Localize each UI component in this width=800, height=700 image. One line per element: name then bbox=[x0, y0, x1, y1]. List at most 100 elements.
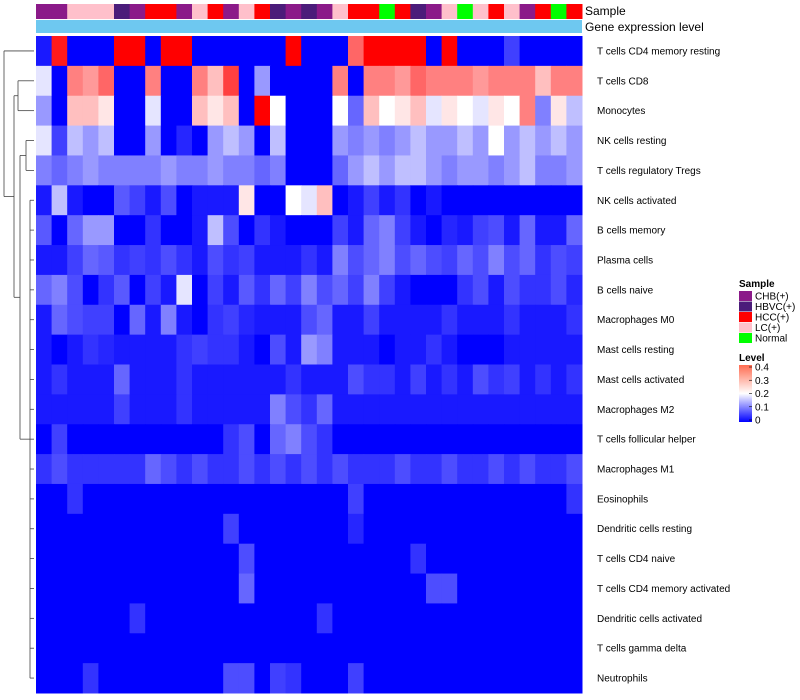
heatmap-cell bbox=[441, 364, 458, 395]
heatmap-cell bbox=[254, 483, 271, 515]
heatmap-cell bbox=[51, 215, 68, 246]
sample-annotation-cell bbox=[504, 4, 521, 19]
heatmap-cell bbox=[410, 274, 427, 306]
heatmap-cell bbox=[223, 394, 240, 425]
heatmap-cell bbox=[114, 483, 131, 515]
heatmap-cell bbox=[160, 334, 177, 365]
heatmap-cell bbox=[410, 155, 427, 186]
heatmap-cell bbox=[410, 454, 427, 485]
heatmap-cell bbox=[394, 304, 411, 336]
heatmap-cell bbox=[457, 245, 474, 276]
heatmap-cell bbox=[441, 394, 458, 425]
heatmap-cell bbox=[488, 125, 505, 156]
heatmap-cell bbox=[504, 65, 521, 97]
heatmap-cell bbox=[550, 424, 567, 455]
heatmap-cell bbox=[98, 603, 115, 634]
heatmap-cell bbox=[441, 274, 458, 306]
heatmap-cell bbox=[82, 513, 99, 545]
heatmap-cell bbox=[457, 513, 474, 545]
heatmap-cell bbox=[472, 663, 489, 694]
heatmap-cell bbox=[254, 543, 271, 575]
heatmap-cell bbox=[207, 394, 224, 425]
heatmap-cell bbox=[504, 483, 521, 515]
heatmap-cell bbox=[394, 245, 411, 276]
row-label: Mast cells resting bbox=[597, 345, 674, 356]
heatmap-cell bbox=[36, 663, 53, 694]
heatmap-cell bbox=[98, 454, 115, 485]
heatmap-cell bbox=[535, 36, 552, 67]
heatmap-cell bbox=[488, 663, 505, 694]
heatmap-cell bbox=[192, 454, 209, 485]
heatmap-cell bbox=[566, 663, 583, 694]
heatmap-cell bbox=[114, 513, 131, 545]
heatmap-cell bbox=[82, 215, 99, 246]
heatmap-cell bbox=[176, 573, 193, 604]
heatmap-cell bbox=[207, 663, 224, 694]
heatmap-cell bbox=[488, 394, 505, 425]
heatmap-cell bbox=[270, 215, 287, 246]
sample-annotation-cell bbox=[254, 4, 271, 19]
heatmap-cell bbox=[207, 543, 224, 575]
heatmap-cell bbox=[82, 95, 99, 127]
heatmap-cell bbox=[441, 663, 458, 694]
heatmap-cell bbox=[379, 603, 396, 634]
heatmap-cell bbox=[519, 394, 536, 425]
heatmap-cell bbox=[51, 185, 68, 216]
heatmap-cell bbox=[426, 36, 443, 67]
heatmap-cell bbox=[129, 274, 146, 306]
heatmap-cell bbox=[550, 513, 567, 545]
heatmap-cell bbox=[348, 95, 365, 127]
heatmap-cell bbox=[192, 394, 209, 425]
heatmap-cell bbox=[426, 573, 443, 604]
heatmap-cell bbox=[363, 245, 380, 276]
heatmap-cell bbox=[472, 155, 489, 186]
heatmap-cell bbox=[51, 543, 68, 575]
heatmap-cell bbox=[379, 424, 396, 455]
heatmap-cell bbox=[550, 573, 567, 604]
heatmap-cell bbox=[488, 274, 505, 306]
heatmap-cell bbox=[504, 663, 521, 694]
heatmap-cell bbox=[441, 513, 458, 545]
heatmap-cell bbox=[410, 394, 427, 425]
heatmap-cell bbox=[301, 215, 318, 246]
heatmap-cell bbox=[535, 394, 552, 425]
heatmap-cell bbox=[67, 334, 84, 365]
heatmap-cell bbox=[145, 245, 162, 276]
heatmap-cell bbox=[254, 603, 271, 634]
heatmap-cell bbox=[176, 65, 193, 97]
row-label: T cells regulatory Tregs bbox=[597, 166, 701, 177]
heatmap-cell bbox=[363, 424, 380, 455]
row-label: Neutrophils bbox=[597, 674, 648, 685]
heatmap-cell bbox=[114, 215, 131, 246]
heatmap-cell bbox=[426, 483, 443, 515]
heatmap-cell bbox=[82, 573, 99, 604]
row-label: Mast cells activated bbox=[597, 375, 684, 386]
heatmap-cell bbox=[129, 513, 146, 545]
heatmap-cell bbox=[535, 334, 552, 365]
heatmap-cell bbox=[114, 573, 131, 604]
heatmap-cell bbox=[238, 155, 255, 186]
heatmap-cell bbox=[207, 364, 224, 395]
heatmap-cell bbox=[566, 125, 583, 156]
heatmap-cell bbox=[379, 155, 396, 186]
heatmap-cell bbox=[566, 185, 583, 216]
heatmap-cell bbox=[98, 215, 115, 246]
heatmap-cell bbox=[285, 274, 302, 306]
heatmap-cell bbox=[550, 394, 567, 425]
heatmap-cell bbox=[285, 633, 302, 664]
heatmap-cell bbox=[472, 65, 489, 97]
heatmap-cell bbox=[114, 603, 131, 634]
heatmap-cell bbox=[410, 185, 427, 216]
heatmap-cell bbox=[519, 663, 536, 694]
heatmap-cell bbox=[36, 483, 53, 515]
heatmap-cell bbox=[504, 394, 521, 425]
heatmap-cell bbox=[51, 304, 68, 336]
heatmap-cell bbox=[254, 424, 271, 455]
heatmap-cell bbox=[82, 394, 99, 425]
heatmap-cell bbox=[550, 364, 567, 395]
heatmap-cell bbox=[145, 663, 162, 694]
heatmap-cell bbox=[394, 513, 411, 545]
heatmap-cell bbox=[519, 424, 536, 455]
heatmap-cell bbox=[363, 274, 380, 306]
heatmap-cell bbox=[223, 633, 240, 664]
